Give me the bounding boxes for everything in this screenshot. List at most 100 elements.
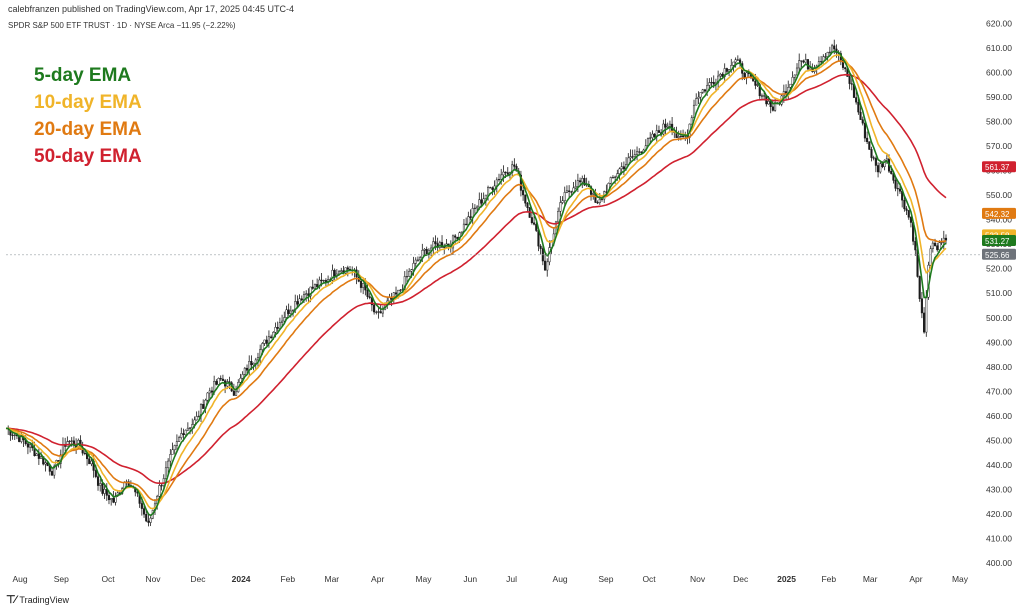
candle-body: [614, 176, 617, 178]
candle-body: [300, 298, 303, 301]
candle-body: [600, 198, 604, 200]
candle-body: [362, 283, 365, 288]
candle-body: [861, 119, 864, 124]
candle-body: [373, 304, 376, 313]
candle-body: [208, 390, 211, 394]
candle-body: [202, 404, 205, 409]
candle-body: [465, 223, 468, 226]
candle-body: [767, 101, 770, 105]
candle-body: [938, 242, 941, 251]
candle-body: [504, 171, 507, 173]
candle-body: [309, 286, 312, 297]
candle-body: [857, 101, 860, 113]
y-tick-label: 510.00: [986, 288, 1012, 298]
legend-ema10: 10-day EMA: [34, 92, 142, 113]
candle-body: [616, 173, 619, 178]
candle-body: [90, 460, 93, 465]
y-tick-label: 440.00: [986, 460, 1012, 470]
candle-body: [898, 188, 902, 192]
candle-body: [311, 286, 314, 289]
candle-body: [868, 141, 871, 150]
candle-body: [579, 180, 582, 183]
candle-body: [929, 248, 932, 266]
candle-body: [215, 381, 218, 385]
candle-body: [476, 206, 479, 209]
candle-body: [193, 419, 196, 425]
candle-body: [824, 56, 827, 58]
candle-body: [241, 374, 244, 379]
candle-body: [252, 362, 255, 366]
candle-body: [162, 478, 165, 486]
candle-body: [535, 223, 538, 231]
candle-body: [101, 483, 104, 494]
candle-body: [250, 361, 253, 366]
candle-body: [182, 433, 185, 436]
candle-body: [699, 92, 702, 98]
candle-body: [657, 130, 661, 133]
y-tick-label: 520.00: [986, 264, 1012, 274]
candle-body: [611, 177, 614, 179]
x-tick-label: 2025: [777, 574, 796, 584]
candle-body: [905, 208, 908, 211]
candle-body: [164, 467, 168, 479]
candle-body: [26, 443, 29, 448]
candle-body: [565, 190, 568, 193]
candle-body: [281, 320, 284, 323]
candle-body: [859, 111, 862, 120]
ema10-line: [5, 54, 947, 510]
candle-body: [491, 187, 494, 190]
candle-body: [149, 517, 152, 523]
candle-body: [708, 82, 711, 86]
y-tick-label: 450.00: [986, 435, 1012, 445]
candle-body: [88, 458, 91, 465]
candle-body: [795, 67, 799, 76]
x-tick-label: Jun: [463, 574, 477, 584]
candle-body: [524, 194, 527, 204]
candle-body: [798, 60, 801, 69]
candle-body: [206, 392, 209, 401]
candle-body: [622, 166, 625, 170]
candle-body: [239, 377, 242, 383]
candle-body: [664, 123, 667, 128]
candle-body: [103, 489, 106, 494]
x-tick-label: May: [952, 574, 969, 584]
candle-body: [576, 180, 579, 187]
candle-body: [263, 339, 266, 344]
candle-body: [883, 159, 886, 167]
candle-body: [557, 211, 560, 223]
candle-body: [270, 336, 273, 339]
candle-body: [440, 242, 444, 248]
candle-body: [725, 68, 728, 72]
candle-body: [598, 198, 601, 204]
candle-body: [942, 237, 945, 243]
candle-body: [167, 460, 170, 469]
x-tick-label: Feb: [280, 574, 295, 584]
candle-body: [581, 178, 584, 183]
candle-body: [649, 137, 652, 139]
candle-body: [245, 367, 249, 371]
candle-body: [631, 156, 634, 158]
candle-body: [368, 296, 371, 298]
candle-body: [561, 200, 564, 203]
candle-body: [61, 444, 65, 456]
x-tick-label: Apr: [909, 574, 922, 584]
candle-body: [180, 433, 183, 438]
price-tag-label: 525.66: [985, 251, 1010, 260]
y-tick-label: 610.00: [986, 43, 1012, 53]
x-tick-label: Dec: [190, 574, 206, 584]
candle-body: [793, 74, 796, 78]
y-tick-label: 570.00: [986, 141, 1012, 151]
candle-body: [305, 293, 308, 295]
candle-body: [44, 462, 47, 465]
x-tick-label: Mar: [325, 574, 340, 584]
candle-body: [473, 207, 476, 209]
candle-body: [506, 172, 509, 175]
candle-body: [276, 327, 279, 329]
candle-body: [487, 187, 490, 196]
candle-body: [668, 123, 671, 127]
candle-body: [850, 83, 853, 85]
candle-body: [933, 242, 937, 246]
candle-body: [771, 106, 774, 111]
x-tick-label: Aug: [553, 574, 568, 584]
